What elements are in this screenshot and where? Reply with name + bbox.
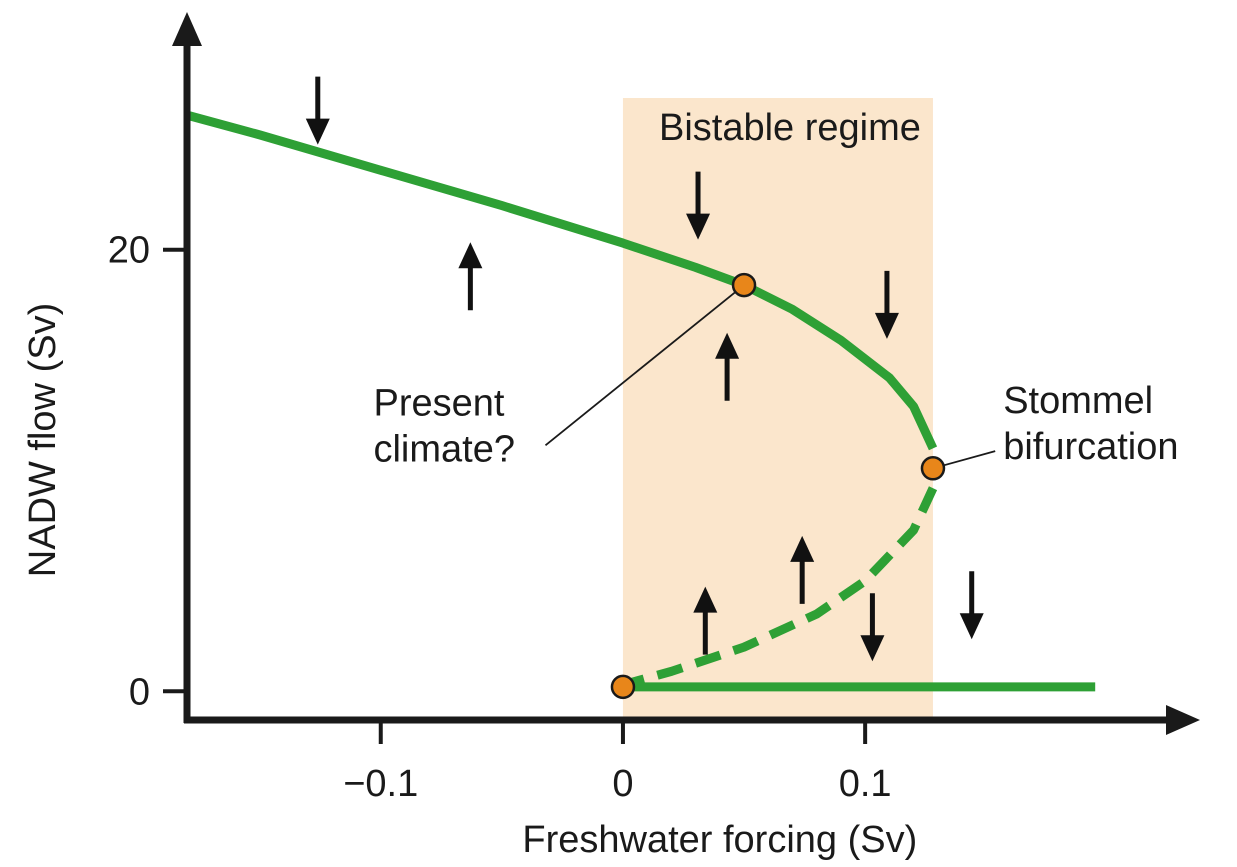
down-arrow xyxy=(874,270,899,339)
up-arrow xyxy=(458,242,483,311)
ticks: −0.1 0 0.1 0 20 xyxy=(108,230,892,805)
y-axis-title: NADW flow (Sv) xyxy=(22,303,64,577)
x-axis-title: Freshwater forcing (Sv) xyxy=(522,819,917,861)
stommel-label: Stommel bifurcation xyxy=(1003,380,1178,468)
branches xyxy=(185,110,1096,692)
annotations: Present climate? Stommel bifurcation xyxy=(373,284,1179,470)
arrow-head xyxy=(305,118,330,145)
axes xyxy=(172,12,1200,735)
bistable-regime-label: Bistable regime xyxy=(659,107,921,149)
markers xyxy=(610,272,946,700)
arrow-head xyxy=(693,586,718,613)
down-arrow xyxy=(860,593,885,662)
arrow-head xyxy=(959,613,984,640)
arrow-head xyxy=(790,535,815,562)
arrow-head xyxy=(686,213,711,240)
up-arrow xyxy=(693,586,718,655)
x-tick-label: 0.1 xyxy=(839,763,892,805)
up-arrow xyxy=(790,535,815,604)
down-arrow xyxy=(959,571,984,640)
present-climate-label-leader xyxy=(544,284,745,447)
stommel-label-line: bifurcation xyxy=(1003,426,1178,468)
down-arrow xyxy=(686,171,711,240)
upper-stable-branch xyxy=(185,110,938,451)
present-climate-label-line: Present xyxy=(373,382,504,424)
stommel-label-line: Stommel xyxy=(1003,380,1153,422)
arrow-head xyxy=(860,635,885,662)
bistable-regime-region xyxy=(622,98,933,720)
flow-arrows xyxy=(305,76,984,662)
unstable-branch xyxy=(621,486,938,690)
up-arrow xyxy=(715,332,740,401)
present-climate-marker xyxy=(731,272,757,298)
y-axis-arrowhead xyxy=(172,12,202,46)
x-tick-label: 0 xyxy=(612,763,633,805)
x-axis-arrowhead xyxy=(1166,705,1200,735)
present-climate-label: Present climate? xyxy=(373,382,515,470)
stommel-bifurcation-marker xyxy=(920,456,946,481)
down-arrow xyxy=(305,76,330,145)
y-tick-label: 20 xyxy=(108,230,150,272)
x-tick-label: −0.1 xyxy=(343,763,418,805)
present-climate-label-line: climate? xyxy=(373,428,515,470)
off-state-marker xyxy=(610,674,636,700)
y-tick-label: 0 xyxy=(129,671,150,713)
arrow-head xyxy=(458,242,483,269)
arrow-head xyxy=(874,312,899,339)
arrow-head xyxy=(715,332,740,359)
